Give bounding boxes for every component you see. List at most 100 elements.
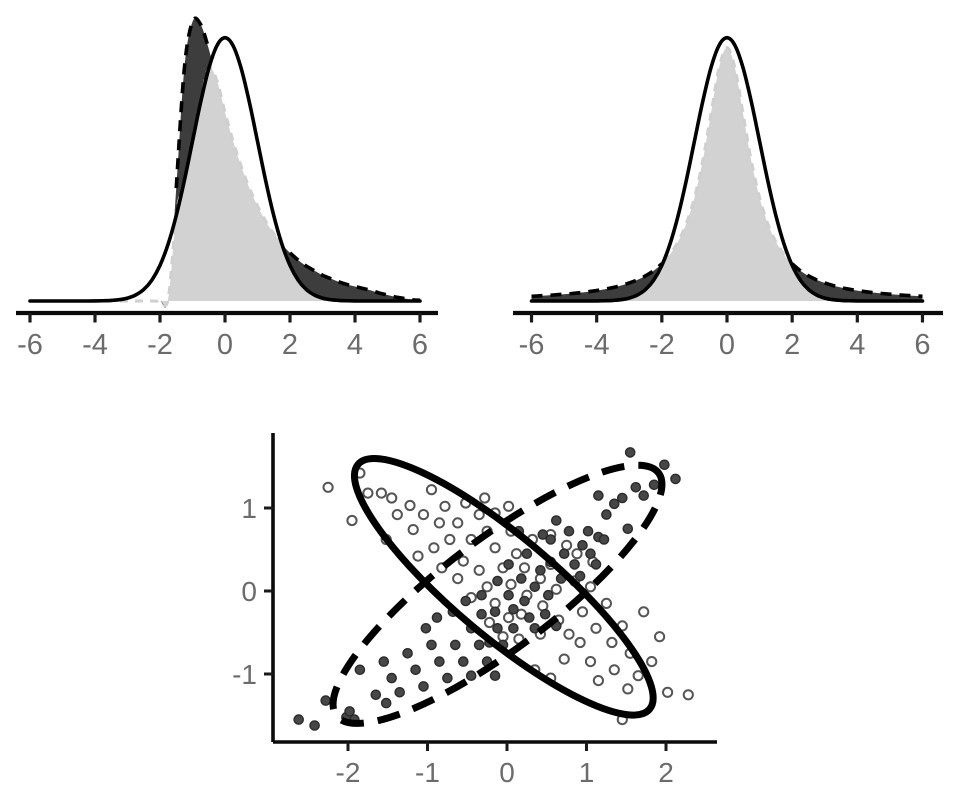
- filled-point: [489, 606, 501, 618]
- open-point: [362, 487, 374, 499]
- filled-point: [457, 656, 469, 667]
- filled-point: [569, 559, 580, 570]
- filled-point: [460, 595, 471, 607]
- solid-density-curve: [28, 35, 422, 303]
- filled-point: [638, 490, 650, 501]
- filled-point: [380, 697, 392, 709]
- density-plot-right: -6 -4 -2 0 2 4 6: [513, 35, 943, 361]
- open-point: [571, 548, 583, 560]
- filled-point: [449, 639, 461, 651]
- filled-point: [426, 639, 437, 651]
- filled-point: [648, 479, 660, 491]
- filled-point: [537, 529, 549, 540]
- filled-point: [492, 622, 503, 634]
- open-point: [391, 509, 403, 521]
- open-point: [510, 548, 523, 560]
- x-tick-label: 0: [499, 757, 515, 788]
- open-point: [518, 562, 531, 574]
- x-tick-label: 0: [217, 329, 233, 361]
- open-point: [632, 670, 644, 682]
- filled-point: [344, 706, 355, 717]
- open-point: [503, 612, 515, 624]
- filled-point: [378, 656, 390, 667]
- x-tick-label: 4: [849, 329, 865, 361]
- dashed-density-curve: [174, 16, 211, 189]
- open-point: [682, 689, 694, 701]
- open-point: [584, 581, 597, 593]
- filled-point: [431, 612, 443, 623]
- scatter-plot: -2 -1 0 1 2 1 0 -1: [232, 433, 717, 788]
- filled-point: [545, 534, 557, 545]
- filled-point: [550, 515, 562, 526]
- open-point: [452, 573, 464, 585]
- dashed-density-curve: [790, 262, 923, 299]
- dashed-ellipse: [329, 461, 666, 727]
- dashed-density-curve: [288, 251, 421, 303]
- open-point: [654, 631, 666, 643]
- y-tick-label: -1: [232, 659, 257, 690]
- filled-point: [523, 612, 535, 623]
- open-point: [638, 606, 650, 618]
- open-point: [479, 492, 491, 504]
- open-point: [481, 581, 493, 593]
- open-point: [428, 542, 440, 554]
- filled-point: [601, 509, 612, 520]
- open-point: [386, 492, 398, 504]
- filled-point: [508, 603, 519, 615]
- filled-point: [529, 581, 541, 593]
- filled-point: [465, 670, 477, 682]
- filled-point: [309, 720, 320, 731]
- dashed-density-curve: [531, 262, 664, 299]
- filled-point: [622, 523, 634, 535]
- filled-point: [402, 647, 413, 659]
- filled-point: [577, 540, 588, 551]
- filled-point: [420, 622, 432, 634]
- filled-point: [582, 525, 594, 537]
- solid-density-curve: [529, 35, 925, 303]
- filled-point: [630, 482, 642, 493]
- filled-point: [434, 656, 445, 667]
- filled-point: [354, 664, 366, 676]
- filled-point: [503, 589, 514, 601]
- density-plot-left: -6 -4 -2 0 2 4 6: [16, 16, 438, 361]
- open-point: [407, 524, 419, 536]
- filled-point: [503, 559, 514, 570]
- open-point: [473, 564, 485, 576]
- open-point: [503, 500, 515, 512]
- density-panel-left: -6 -4 -2 0 2 4 6: [0, 0, 470, 370]
- open-point: [622, 683, 634, 695]
- x-tick-label: 6: [914, 329, 930, 361]
- open-point: [322, 481, 334, 493]
- filled-point: [476, 589, 487, 601]
- filled-point: [542, 589, 554, 601]
- filled-point: [442, 672, 453, 684]
- filled-point: [608, 498, 620, 510]
- filled-point: [624, 447, 636, 458]
- filled-point: [598, 534, 610, 545]
- open-point: [404, 499, 416, 512]
- open-point: [412, 550, 424, 562]
- open-point: [574, 636, 586, 649]
- x-tick-label: 2: [658, 757, 674, 788]
- filled-point: [659, 459, 670, 471]
- open-point: [584, 656, 597, 668]
- open-point: [576, 606, 589, 618]
- open-point: [550, 583, 562, 595]
- open-point: [590, 622, 602, 634]
- filled-point: [418, 681, 429, 692]
- open-point: [662, 686, 674, 698]
- open-point: [558, 653, 570, 665]
- x-tick-label: -4: [82, 329, 108, 361]
- open-point: [346, 514, 358, 527]
- filled-point: [521, 548, 533, 559]
- x-tick-label: 4: [347, 329, 363, 361]
- filled-point: [590, 559, 602, 570]
- filled-point: [293, 714, 304, 725]
- open-point: [483, 616, 496, 629]
- open-point: [606, 636, 618, 649]
- open-point: [417, 509, 430, 521]
- x-tick-label: 1: [579, 757, 595, 788]
- open-point: [646, 656, 658, 668]
- solid-ellipse: [350, 455, 657, 719]
